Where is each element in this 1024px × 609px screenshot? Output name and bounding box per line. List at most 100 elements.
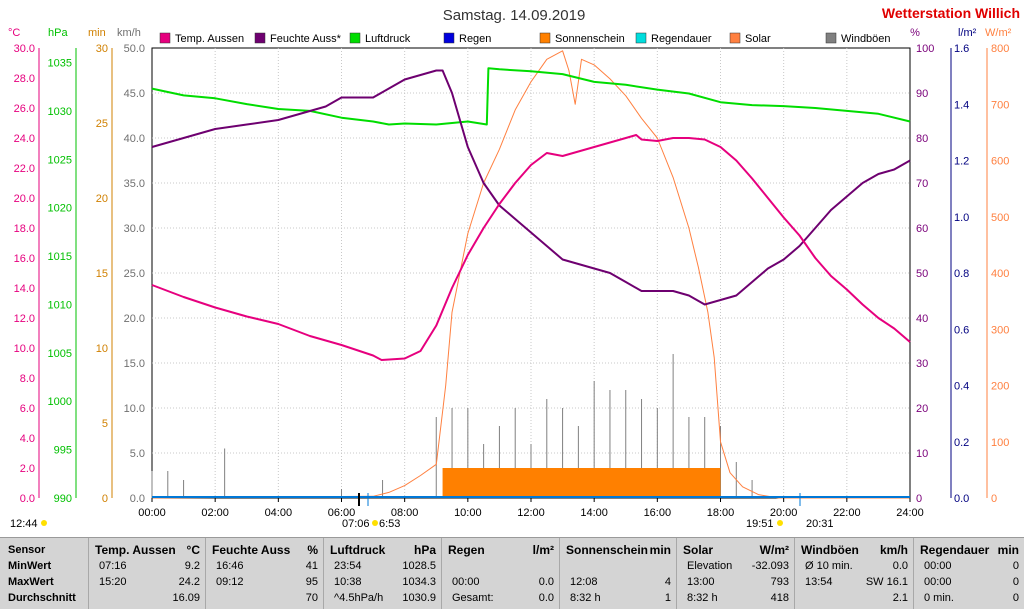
stats-time: 07:16: [99, 560, 127, 572]
legend-swatch-6: [729, 32, 741, 44]
stats-value: 793: [770, 576, 789, 588]
sunset-time: 19:51: [746, 518, 774, 530]
stats-value: 1028.5: [402, 560, 436, 572]
temp-tick-label: 18.0: [14, 223, 35, 235]
x-tick-label: 24:00: [896, 507, 924, 519]
legend-label-6: Solar: [745, 33, 771, 45]
legend-swatch-3: [443, 32, 455, 44]
pressure-tick-label: 1015: [48, 251, 72, 263]
wind-tick-label: 35.0: [124, 178, 145, 190]
wind-tick-label: 25.0: [124, 268, 145, 280]
stats-column-title: Windböen: [801, 543, 859, 557]
stats-column-title: Solar: [683, 543, 714, 557]
minutes-tick-label: 10: [96, 343, 108, 355]
stats-value: 1034.3: [402, 576, 436, 588]
solar-tick-label: 700: [991, 99, 1009, 111]
left-axes: °C hPa min km/h 0.0 2.0 4.0 6.0 8.0 10.0 12.0 14.0 1…: [8, 27, 145, 505]
pressure-tick-label: 1030: [48, 106, 72, 118]
stats-value: 0: [1012, 560, 1019, 572]
solar-tick-label: 100: [991, 437, 1009, 449]
row-label-max: MaxWert: [8, 576, 54, 588]
stats-time: 0 min.: [924, 592, 954, 604]
minutes-tick-label: 30: [96, 43, 108, 55]
minutes-tick-label: 0: [102, 493, 108, 505]
legend-swatch-5: [635, 32, 647, 44]
humidity-tick-label: 100: [916, 43, 934, 55]
minutes-tick-label: 5: [102, 418, 108, 430]
humidity-tick-label: 90: [916, 88, 928, 100]
stats-column-title: Luftdruck: [330, 543, 386, 557]
stats-time: 8:32 h: [570, 592, 601, 604]
temp-tick-label: 8.0: [20, 373, 35, 385]
stats-time: 23:54: [334, 560, 362, 572]
stats-column-title: Regen: [448, 543, 485, 557]
stats-value: 0: [1012, 576, 1019, 588]
stats-time: Elevation: [687, 560, 733, 572]
rain-tick-label: 0.8: [954, 268, 969, 280]
solar-tick-label: 200: [991, 381, 1009, 393]
pressure-tick-label: 1010: [48, 299, 72, 311]
humidity-tick-label: 0: [916, 493, 922, 505]
solar-axis-unit: W/m²: [985, 27, 1012, 39]
rain-tick-label: 0.0: [954, 493, 969, 505]
stats-column-title: Feuchte Auss: [212, 543, 291, 557]
stats-time: 8:32 h: [687, 592, 718, 604]
left-time-label: 12:44: [10, 518, 38, 530]
stats-column: Feuchte Auss% 16:46 41 09:12 95 70: [205, 538, 324, 609]
stats-time: ^4.5hPa/h: [334, 592, 384, 604]
temp-tick-label: 10.0: [14, 343, 35, 355]
stats-column: Regen l/m² 00:00 0.0 Gesamt: 0.0: [441, 538, 560, 609]
solar-tick-label: 0: [991, 493, 997, 505]
humidity-tick-label: 40: [916, 313, 928, 325]
temp-tick-label: 2.0: [20, 463, 35, 475]
stats-column-unit: km/h: [879, 543, 908, 557]
humidity-line: [151, 69, 911, 306]
humidity-tick-label: 70: [916, 178, 928, 190]
wind-tick-label: 40.0: [124, 133, 145, 145]
sunset-time-2: 20:31: [806, 518, 834, 530]
temp-tick-label: 4.0: [20, 433, 35, 445]
pressure-tick-label: 1005: [48, 348, 72, 360]
temp-tick-label: 14.0: [14, 283, 35, 295]
stats-column-unit: hPa: [413, 543, 436, 557]
stats-time: Ø 10 min.: [805, 560, 853, 572]
stats-value: 41: [305, 560, 318, 572]
humidity-tick-label: 50: [916, 268, 928, 280]
x-tick-label: 14:00: [580, 507, 608, 519]
stats-value: 2.1: [892, 592, 908, 604]
solar-tick-label: 500: [991, 212, 1009, 224]
pressure-tick-label: 1025: [48, 154, 72, 166]
wind-tick-label: 20.0: [124, 313, 145, 325]
x-tick-label: 08:00: [391, 507, 419, 519]
x-tick-label: 20:00: [770, 507, 798, 519]
wind-tick-label: 45.0: [124, 88, 145, 100]
stats-column-title: Regendauer: [920, 543, 990, 557]
solar-tick-label: 600: [991, 156, 1009, 168]
rain-tick-label: 1.6: [954, 43, 969, 55]
stats-column-unit: min: [649, 543, 671, 557]
pressure-tick-label: 990: [54, 493, 72, 505]
legend-label-4: Sonnenschein: [555, 33, 625, 45]
wind-tick-label: 0.0: [130, 493, 145, 505]
rain-tick-label: 1.2: [954, 156, 969, 168]
x-tick-label: 02:00: [201, 507, 229, 519]
station-name: Wetterstation Willich: [882, 5, 1020, 21]
x-tick-label: 18:00: [707, 507, 735, 519]
x-axis: 00:00 02:00 04:00 06:00 08:00 10:00 12:00 14:00…: [138, 498, 924, 519]
humidity-tick-label: 20: [916, 403, 928, 415]
plot-grid: [152, 48, 910, 498]
legend-swatch-1: [254, 32, 266, 44]
sunrise-time-2: 6:53: [379, 518, 400, 530]
stats-column: Sonnenschein min 12:08 4 8:32 h 1: [559, 538, 677, 609]
wind-tick-label: 50.0: [124, 43, 145, 55]
stats-value: 1030.9: [402, 592, 436, 604]
stats-time: 13:00: [687, 576, 715, 588]
stats-column-unit: °C: [186, 543, 200, 557]
x-tick-label: 22:00: [833, 507, 861, 519]
stats-value: -32.093: [751, 560, 789, 572]
stats-column-title: Temp. Aussen: [95, 543, 176, 557]
temp-tick-label: 0.0: [20, 493, 35, 505]
stats-column-title: Sonnenschein: [566, 543, 649, 557]
stats-value: SW 16.1: [865, 576, 908, 588]
stats-value: 16.09: [172, 592, 200, 604]
